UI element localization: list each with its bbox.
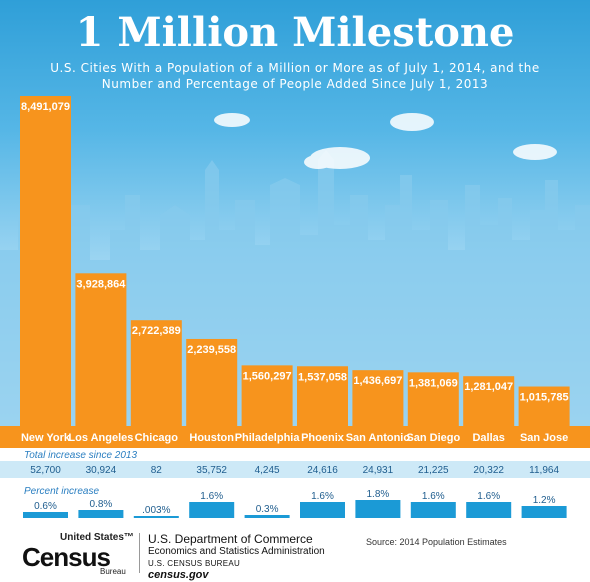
footer: United States™ Census Bureau U.S. Depart… [0,525,590,582]
total-increase-value: 82 [151,465,163,476]
population-value-label: 1,281,047 [464,381,513,393]
percent-increase-value: 0.6% [34,501,57,512]
logo-census: Census [22,542,111,572]
percent-increase-value: .003% [142,505,170,516]
population-bar [518,386,570,426]
percent-increase-bar [78,510,124,518]
trademark-symbol: ™ [123,532,134,543]
population-value-label: 3,928,864 [76,278,126,290]
increase-values-band [0,461,590,478]
percent-increase-bar [189,502,235,518]
percent-increase-value: 0.3% [256,504,279,515]
population-value-label: 8,491,079 [21,101,70,113]
category-label: Phoenix [301,432,345,444]
percent-increase-bar [244,515,290,518]
category-label: San Antonio [346,432,411,444]
total-increase-value: 24,931 [363,465,394,476]
increase-title-row [0,448,590,461]
bar-chart: 8,491,079 3,928,864 2,722,389 2,239,558 1,56… [0,96,590,518]
percent-increase-bar [410,502,456,518]
logo-bureau: Bureau [100,567,126,576]
percent-increase-value: 1.6% [200,491,223,502]
census-logo: United States™ Census Bureau [22,532,134,578]
population-bar [297,366,348,426]
percent-increase-value: 1.6% [477,491,500,502]
percent-increase-value: 1.6% [422,491,445,502]
total-increase-value: 30,924 [86,465,117,476]
total-increase-value: 35,752 [196,465,227,476]
total-increase-value: 21,225 [418,465,449,476]
population-bar [75,273,127,426]
department-info: U.S. Department of Commerce Economics an… [148,532,325,582]
population-value-label: 1,560,297 [243,370,292,382]
total-increase-value: 52,700 [30,465,61,476]
category-label: San Jose [520,432,568,444]
percent-increase-bar [355,500,401,518]
percent-increase-bar [133,516,179,518]
footer-divider [139,533,140,573]
percent-increase-value: 1.6% [311,491,334,502]
category-label: Houston [189,432,234,444]
census-website-link[interactable]: census.gov [148,569,209,581]
category-label: San Diego [406,432,460,444]
total-increase-title: Total increase since 2013 [24,450,137,461]
category-label: Philadelphia [235,432,301,444]
population-bar [241,365,293,426]
department-name: U.S. Department of Commerce [148,532,313,546]
total-increase-value: 20,322 [473,465,504,476]
department-subtitle: Economics and Statistics Administration [148,546,325,557]
population-value-label: 1,015,785 [520,392,569,404]
percent-increase-value: 1.2% [533,495,556,506]
percent-increase-bar [23,512,68,518]
population-value-label: 1,436,697 [353,375,402,387]
population-bar [463,376,515,426]
source-note: Source: 2014 Population Estimates [366,537,507,547]
category-label: Los Angeles [68,432,133,444]
category-label: Dallas [472,432,504,444]
percent-increase-bar [466,502,512,518]
population-bar [407,372,459,426]
percent-increase-title: Percent increase [24,486,99,497]
chart-subtitle: U.S. Cities With a Population of a Milli… [50,61,540,91]
population-bar [352,370,404,426]
population-bar [130,320,182,426]
population-bar [20,96,71,426]
chart-title: 1 Million Milestone [75,9,515,56]
department-bureau: U.S. CENSUS BUREAU [148,559,241,568]
percent-increase-bar [300,502,345,518]
population-value-label: 1,537,058 [298,371,347,383]
population-bar [186,338,238,426]
percent-increase-bar [521,506,567,518]
category-label: Chicago [135,432,179,444]
percent-increase-value: 0.8% [90,499,113,510]
population-value-label: 1,381,069 [409,377,458,389]
logo-united-states: United States™ [60,532,134,543]
total-increase-value: 24,616 [307,465,338,476]
population-value-label: 2,722,389 [132,325,181,337]
percent-increase-value: 1.8% [367,489,390,500]
population-value-label: 2,239,558 [187,344,236,356]
total-increase-value: 4,245 [255,465,280,476]
category-label: New York [21,432,71,444]
category-band [0,426,590,448]
total-increase-value: 11,964 [529,465,559,476]
